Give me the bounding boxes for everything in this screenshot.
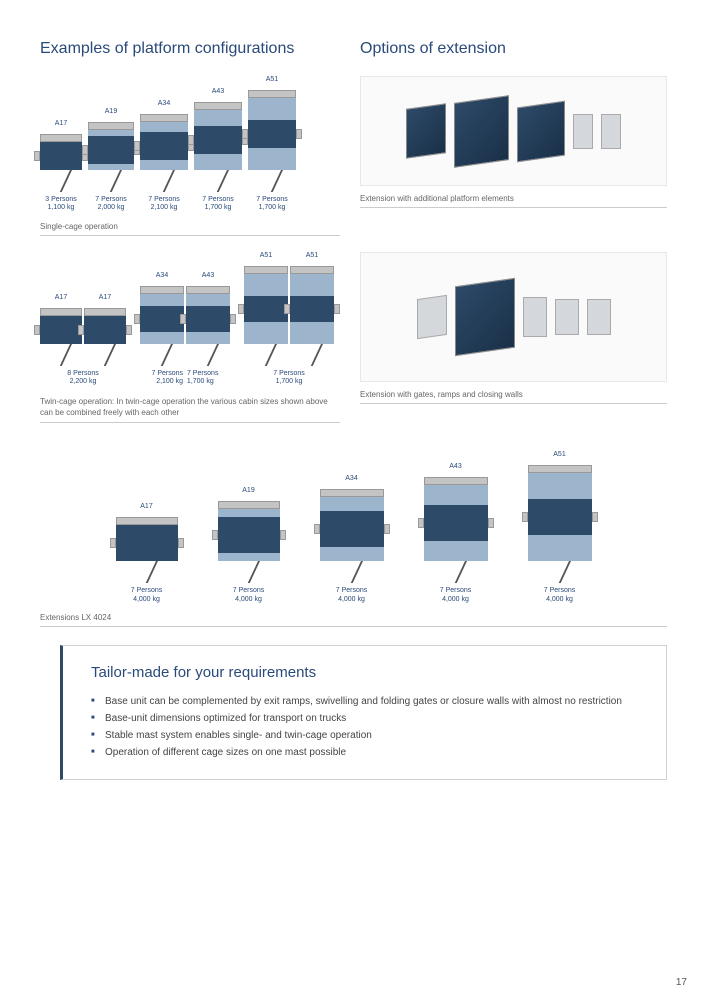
cage-code-label: A43	[186, 272, 230, 282]
cage-body	[40, 134, 82, 192]
lx-caption: Extensions LX 4024	[40, 613, 667, 627]
cage-code-label: A43	[212, 88, 224, 98]
cage-code-label: A51	[266, 76, 278, 86]
cage-persons-weight: 7 Persons1,700 kg	[256, 196, 288, 214]
extension-caption-1: Extension with additional platform eleme…	[360, 194, 667, 208]
cage-body	[248, 90, 296, 192]
lx-row: A17 7 Persons4,000 kg A19 7 Persons4,000 kg…	[40, 451, 667, 605]
cage-body	[194, 102, 242, 192]
cage-code-label: A51	[290, 252, 334, 262]
cage-persons-weight: 7 Persons4,000 kg	[233, 587, 265, 605]
cage-code-label: A51	[553, 451, 565, 461]
cage-code-label: A19	[242, 487, 254, 497]
right-column-2: Extension with gates, ramps and closing …	[360, 252, 667, 423]
cage-code-label: A34	[158, 100, 170, 110]
row-headings-and-single: Examples of platform configurations A17 3…	[40, 40, 667, 236]
extension-image-2	[360, 252, 667, 382]
cage-A34: A34 7 Persons4,000 kg	[320, 475, 384, 605]
twin-group: A34A43 7 Persons 7 Persons2,100 kg 1,700 …	[140, 272, 230, 388]
heading-configurations: Examples of platform configurations	[40, 40, 340, 58]
cage-code-label: A19	[105, 108, 117, 118]
cage-A43: A43 7 Persons1,700 kg	[194, 88, 242, 214]
cage-body	[424, 477, 488, 583]
cage-	[40, 308, 82, 366]
twin-group: A17A17 8 Persons2,200 kg	[40, 294, 126, 388]
cage-persons-weight: 7 Persons4,000 kg	[440, 587, 472, 605]
cage-code-label: A34	[140, 272, 184, 282]
cage-code-label: A17	[40, 294, 82, 304]
twin-cage-caption: Twin-cage operation: In twin-cage operat…	[40, 396, 340, 423]
page-number: 17	[676, 977, 687, 988]
cage-A51: A51 7 Persons4,000 kg	[528, 451, 592, 605]
cage-code-label: A17	[84, 294, 126, 304]
cage-code-label: A17	[55, 120, 67, 130]
cage-A19: A19 7 Persons2,000 kg	[88, 108, 134, 214]
cage-body	[88, 122, 134, 192]
cage-A17: A17 7 Persons4,000 kg	[116, 503, 178, 605]
cage-persons-weight: 7 Persons4,000 kg	[336, 587, 368, 605]
twin-cage-row: A17A17 8 Persons2,200 kg A34A43 7 Persons 7…	[40, 252, 340, 388]
cage-body	[244, 266, 288, 366]
lx-section: A17 7 Persons4,000 kg A19 7 Persons4,000 kg…	[40, 451, 667, 627]
requirement-item: Operation of different cage sizes on one…	[91, 744, 638, 761]
left-column: Examples of platform configurations A17 3…	[40, 40, 340, 236]
cage-A43: A43 7 Persons4,000 kg	[424, 463, 488, 605]
cage-persons-weight: 7 Persons2,100 kg	[148, 196, 180, 214]
requirements-box: Tailor-made for your requirements Base u…	[60, 645, 667, 780]
cage-body	[140, 286, 184, 366]
requirements-title: Tailor-made for your requirements	[91, 664, 638, 681]
cage-body	[40, 308, 82, 366]
cage-persons-weight: 7 Persons1,700 kg	[202, 196, 234, 214]
cage-	[244, 266, 288, 366]
right-column: Options of extension Extension with addi…	[360, 40, 667, 236]
cage-body	[528, 465, 592, 583]
extension-caption-2: Extension with gates, ramps and closing …	[360, 390, 667, 404]
single-cage-caption: Single-cage operation	[40, 222, 340, 236]
cage-code-label: A43	[449, 463, 461, 473]
extension-image-1	[360, 76, 667, 186]
single-cage-row: A17 3 Persons1,100 kg A19 7 Persons2,000 kg…	[40, 76, 340, 214]
cage-persons-weight: 7 Persons2,000 kg	[95, 196, 127, 214]
cage-persons-weight: 3 Persons1,100 kg	[45, 196, 77, 214]
cage-A51: A51 7 Persons1,700 kg	[248, 76, 296, 214]
cage-code-label: A34	[345, 475, 357, 485]
twin-persons-weight: 7 Persons 7 Persons2,100 kg 1,700 kg	[152, 370, 219, 388]
cage-persons-weight: 7 Persons4,000 kg	[544, 587, 576, 605]
cage-code-label: A17	[140, 503, 152, 513]
cage-body	[140, 114, 188, 192]
twin-persons-weight: 7 Persons1,700 kg	[273, 370, 305, 388]
requirement-item: Stable mast system enables single- and t…	[91, 727, 638, 744]
twin-persons-weight: 8 Persons2,200 kg	[67, 370, 99, 388]
cage-A17: A17 3 Persons1,100 kg	[40, 120, 82, 214]
cage-body	[116, 517, 178, 583]
cage-code-label: A51	[244, 252, 288, 262]
cage-	[186, 286, 230, 366]
cage-	[290, 266, 334, 366]
heading-extensions: Options of extension	[360, 40, 667, 58]
twin-group: A51A51 7 Persons1,700 kg	[244, 252, 334, 388]
cage-persons-weight: 7 Persons4,000 kg	[131, 587, 163, 605]
cage-	[140, 286, 184, 366]
cage-body	[218, 501, 280, 583]
row-twin-and-ext2: A17A17 8 Persons2,200 kg A34A43 7 Persons 7…	[40, 252, 667, 423]
cage-body	[320, 489, 384, 583]
cage-body	[84, 308, 126, 366]
cage-A34: A34 7 Persons2,100 kg	[140, 100, 188, 214]
cage-	[84, 308, 126, 366]
page: Examples of platform configurations A17 3…	[0, 0, 707, 800]
cage-body	[186, 286, 230, 366]
left-column-2: A17A17 8 Persons2,200 kg A34A43 7 Persons 7…	[40, 252, 340, 423]
cage-A19: A19 7 Persons4,000 kg	[218, 487, 280, 605]
requirement-item: Base unit can be complemented by exit ra…	[91, 693, 638, 710]
cage-body	[290, 266, 334, 366]
requirements-list: Base unit can be complemented by exit ra…	[91, 693, 638, 761]
requirement-item: Base-unit dimensions optimized for trans…	[91, 710, 638, 727]
